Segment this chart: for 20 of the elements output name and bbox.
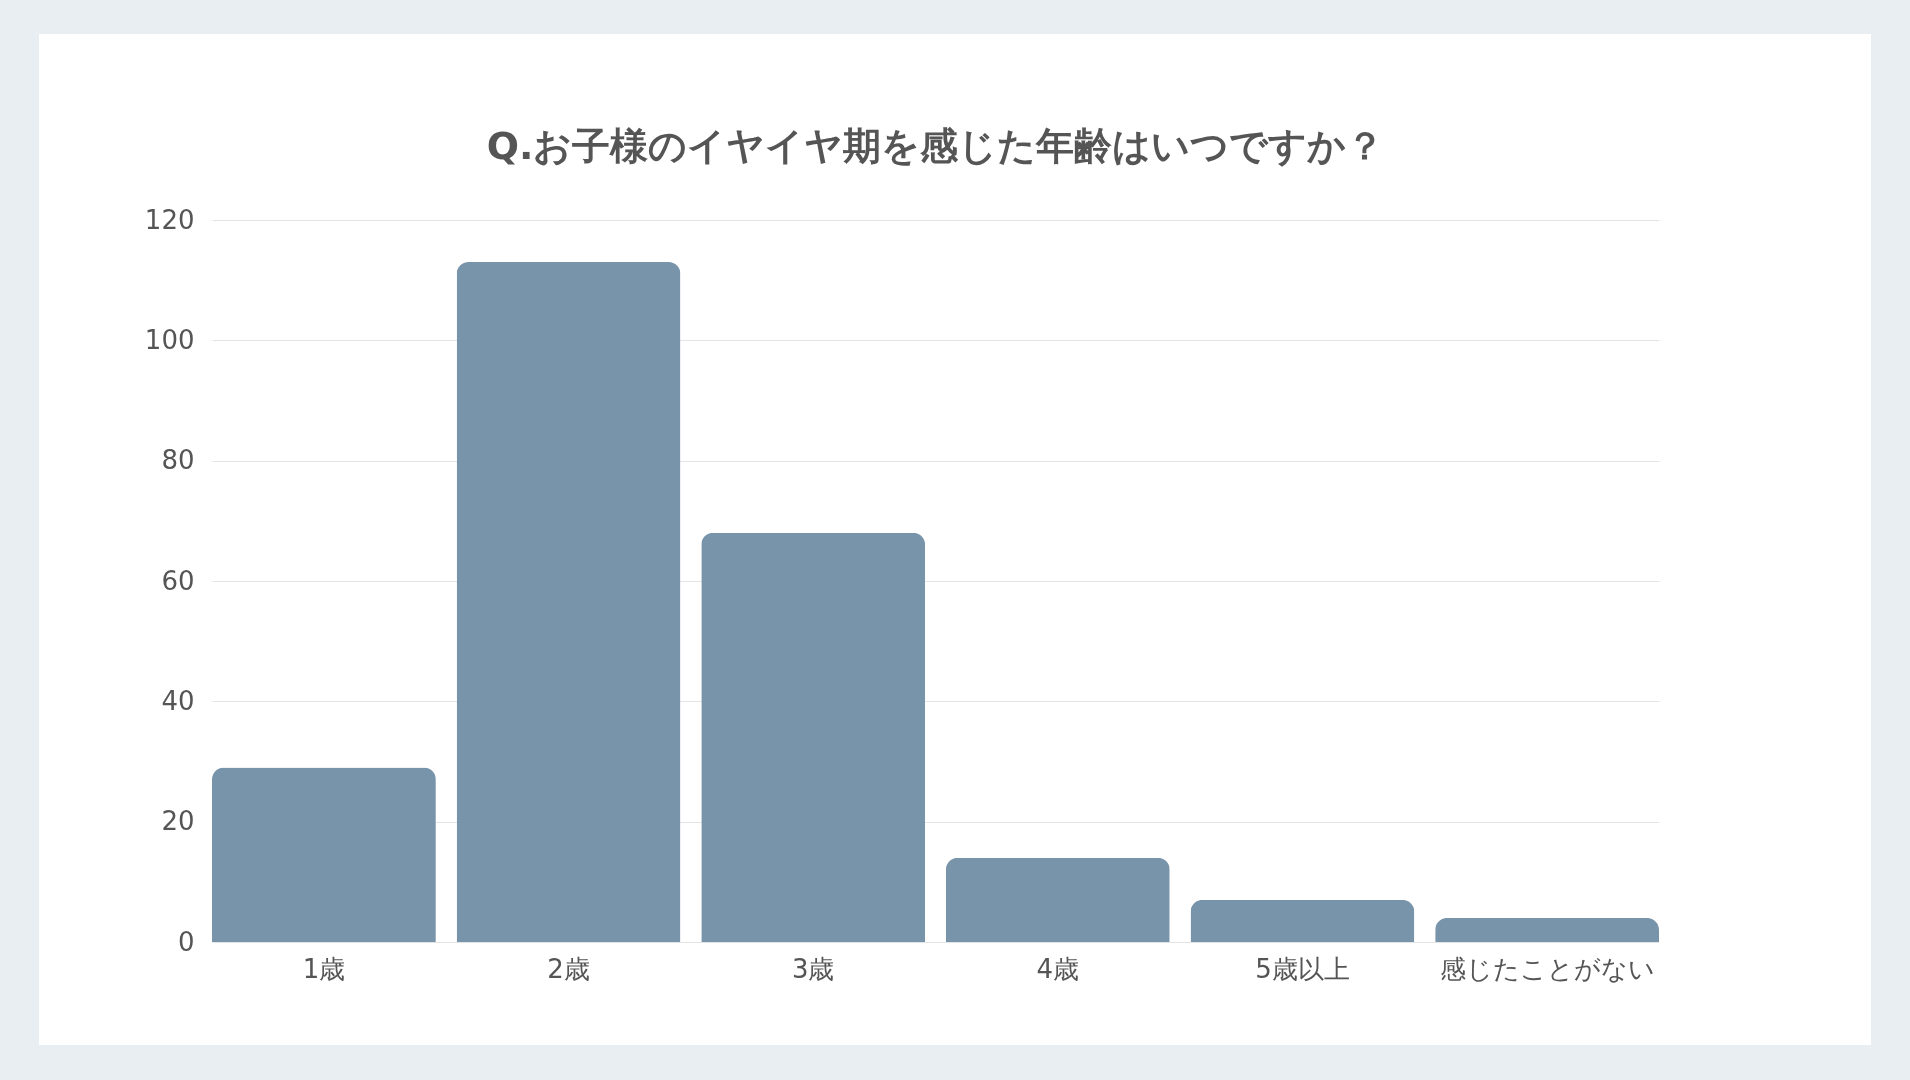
- y-tick-label: 100: [144, 324, 195, 355]
- x-tick-label: 1歳: [302, 953, 346, 984]
- y-tick-label: 60: [161, 565, 195, 596]
- chart-title: Q.お子様のイヤイヤ期を感じた年齢はいつですか？: [486, 124, 1385, 168]
- x-tick-label: 3歳: [791, 953, 835, 984]
- y-tick-label: 40: [161, 685, 195, 716]
- y-tick-label: 20: [161, 806, 195, 837]
- bar: [456, 262, 681, 942]
- bar: [212, 767, 436, 942]
- bar: [1190, 899, 1415, 942]
- y-tick-label: 0: [177, 926, 195, 957]
- x-tick-label: 5歳以上: [1255, 953, 1350, 984]
- y-tick-label: 80: [161, 445, 195, 476]
- x-tick-label: 感じたことがない: [1439, 953, 1655, 984]
- bar: [701, 532, 926, 942]
- bar: [1435, 917, 1659, 942]
- x-tick-label: 2歳: [547, 953, 590, 984]
- bar: [945, 857, 1170, 942]
- x-tick-label: 4歳: [1036, 953, 1080, 984]
- y-tick-label: 120: [144, 204, 195, 235]
